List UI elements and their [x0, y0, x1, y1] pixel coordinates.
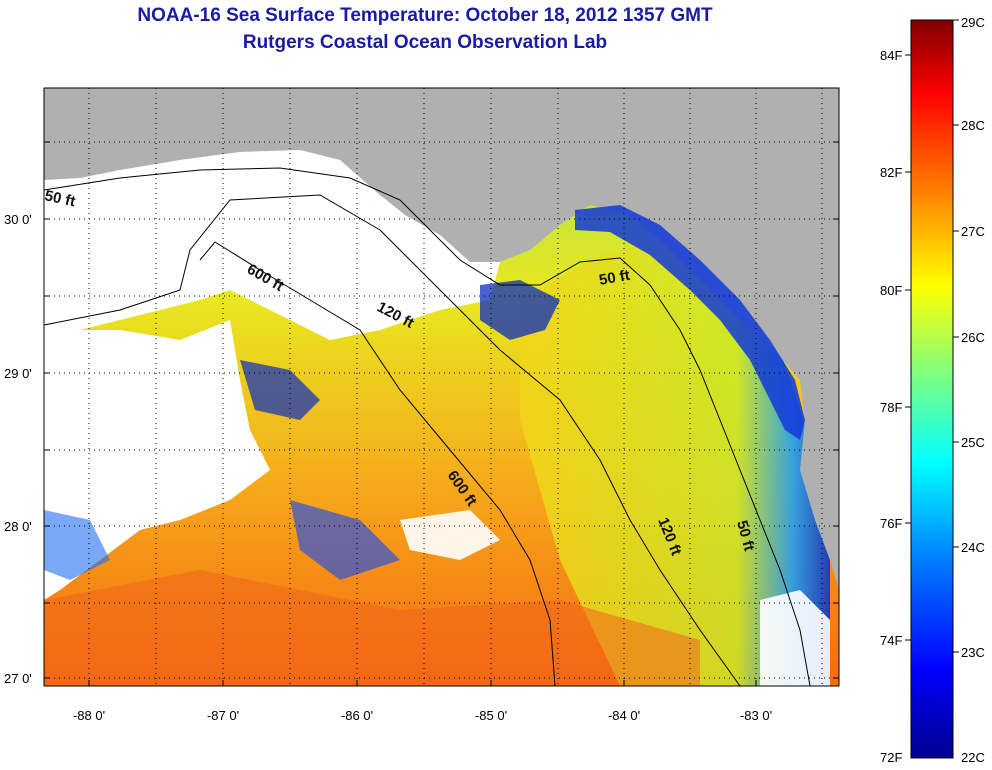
contour-120ft [44, 194, 741, 686]
colorbar-label-f: 72F [880, 750, 902, 765]
map-frame [43, 87, 840, 687]
map-panel: 50 ft 600 ft 120 ft 50 ft 600 ft 120 ft … [43, 88, 839, 686]
lon-label: -88 0' [73, 708, 105, 723]
contour-600ft [199, 241, 556, 686]
colorbar-label-f: 76F [880, 516, 902, 531]
lat-label: 28 0' [4, 519, 32, 534]
colorbar [910, 19, 954, 759]
colorbar-label-c: 26C [961, 330, 985, 345]
lon-label: -87 0' [207, 708, 239, 723]
cloud-region-southeast [760, 590, 830, 686]
colorbar-label-c: 23C [961, 645, 985, 660]
colorbar-label-f: 84F [880, 48, 902, 63]
lat-label: 29 0' [4, 366, 32, 381]
land-area [44, 88, 839, 590]
lat-label: 30 0' [4, 212, 32, 227]
colorbar-label-f: 78F [880, 400, 902, 415]
colorbar-label-c: 22C [961, 750, 985, 765]
cold-patch [44, 510, 110, 580]
map-subtitle: Rutgers Coastal Ocean Observation Lab [242, 32, 608, 53]
cloud-region-west [44, 320, 270, 600]
colorbar-label-f: 80F [880, 283, 902, 298]
colorbar-label-c: 29C [961, 15, 985, 30]
map-title: NOAA-16 Sea Surface Temperature: October… [137, 5, 713, 26]
cold-patch [240, 360, 320, 420]
contour-label: 50 ft [43, 187, 77, 210]
colorbar-label-f: 82F [880, 165, 902, 180]
cold-patch [480, 280, 560, 340]
cloud-region-north [44, 150, 500, 340]
coastal-cold-band [575, 205, 805, 440]
lon-label: -85 0' [475, 708, 507, 723]
colorbar-label-f: 74F [880, 633, 902, 648]
contour-label: 50 ft [598, 267, 631, 289]
colorbar-label-c: 27C [961, 224, 985, 239]
axis-ticks [44, 141, 839, 686]
colorbar-ticks [905, 19, 959, 653]
lon-label: -84 0' [608, 708, 640, 723]
lon-label: -86 0' [341, 708, 373, 723]
lon-label: -83 0' [740, 708, 772, 723]
colorbar-label-c: 24C [961, 540, 985, 555]
cold-patch [290, 500, 400, 580]
cloud-patch [400, 510, 500, 560]
colorbar-label-c: 25C [961, 435, 985, 450]
contour-50ft [44, 167, 811, 686]
colorbar-label-c: 28C [961, 118, 985, 133]
warm-south-region [44, 570, 700, 686]
lat-label: 27 0' [4, 671, 32, 686]
